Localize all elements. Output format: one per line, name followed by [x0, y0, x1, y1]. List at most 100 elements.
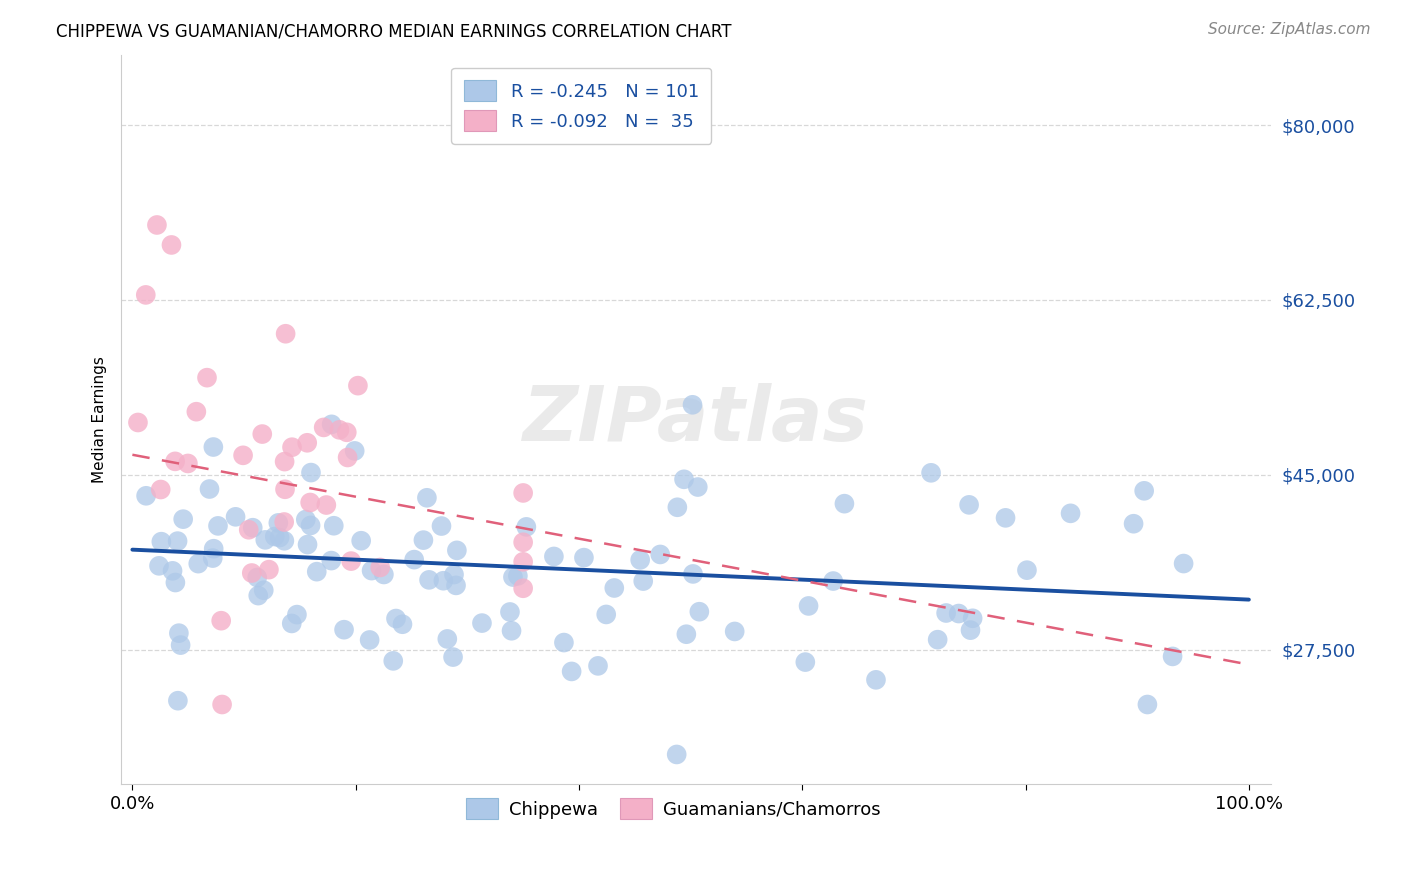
- Point: [797, 599, 820, 613]
- Point: [273, 454, 295, 468]
- Point: [412, 533, 434, 548]
- Point: [312, 420, 335, 434]
- Point: [297, 435, 319, 450]
- Point: [343, 443, 366, 458]
- Point: [252, 427, 274, 442]
- Point: [315, 498, 337, 512]
- Point: [207, 519, 229, 533]
- Point: [927, 632, 949, 647]
- Point: [628, 553, 651, 567]
- Point: [238, 523, 260, 537]
- Point: [146, 218, 169, 232]
- Point: [512, 486, 534, 500]
- Point: [1122, 516, 1144, 531]
- Point: [382, 654, 405, 668]
- Point: [328, 423, 350, 437]
- Point: [232, 448, 254, 462]
- Point: [561, 665, 583, 679]
- Point: [1161, 649, 1184, 664]
- Point: [281, 440, 304, 454]
- Point: [336, 450, 359, 465]
- Point: [665, 747, 688, 762]
- Point: [273, 515, 295, 529]
- Point: [274, 483, 297, 497]
- Point: [172, 512, 194, 526]
- Point: [650, 548, 672, 562]
- Point: [165, 454, 187, 468]
- Point: [444, 578, 467, 592]
- Point: [1136, 698, 1159, 712]
- Point: [501, 624, 523, 638]
- Point: [242, 521, 264, 535]
- Point: [187, 557, 209, 571]
- Point: [297, 537, 319, 551]
- Point: [920, 466, 942, 480]
- Point: [1173, 557, 1195, 571]
- Point: [1015, 563, 1038, 577]
- Point: [135, 288, 157, 302]
- Point: [211, 698, 233, 712]
- Point: [285, 607, 308, 622]
- Point: [572, 550, 595, 565]
- Point: [957, 498, 980, 512]
- Point: [441, 650, 464, 665]
- Point: [169, 638, 191, 652]
- Point: [948, 607, 970, 621]
- Point: [350, 533, 373, 548]
- Point: [673, 472, 696, 486]
- Point: [499, 605, 522, 619]
- Text: ZIPatlas: ZIPatlas: [523, 383, 869, 457]
- Point: [724, 624, 747, 639]
- Point: [274, 326, 297, 341]
- Point: [240, 566, 263, 580]
- Point: [336, 425, 359, 440]
- Point: [299, 518, 322, 533]
- Point: [1059, 506, 1081, 520]
- Point: [595, 607, 617, 622]
- Point: [430, 519, 453, 533]
- Point: [167, 626, 190, 640]
- Legend: Chippewa, Guamanians/Chamorros: Chippewa, Guamanians/Chamorros: [458, 791, 889, 827]
- Point: [162, 564, 184, 578]
- Point: [586, 658, 609, 673]
- Point: [166, 534, 188, 549]
- Point: [299, 495, 322, 509]
- Point: [177, 457, 200, 471]
- Point: [512, 555, 534, 569]
- Point: [321, 417, 343, 432]
- Point: [962, 611, 984, 625]
- Point: [254, 533, 277, 547]
- Point: [603, 581, 626, 595]
- Point: [471, 616, 494, 631]
- Point: [794, 655, 817, 669]
- Point: [446, 543, 468, 558]
- Point: [347, 378, 370, 392]
- Point: [273, 533, 295, 548]
- Point: [340, 554, 363, 568]
- Point: [675, 627, 697, 641]
- Point: [543, 549, 565, 564]
- Point: [416, 491, 439, 505]
- Point: [160, 238, 183, 252]
- Point: [263, 529, 285, 543]
- Point: [404, 552, 426, 566]
- Point: [506, 569, 529, 583]
- Point: [299, 466, 322, 480]
- Point: [333, 623, 356, 637]
- Point: [1133, 483, 1156, 498]
- Point: [225, 509, 247, 524]
- Point: [257, 563, 280, 577]
- Point: [281, 616, 304, 631]
- Point: [359, 632, 381, 647]
- Point: [360, 564, 382, 578]
- Point: [247, 589, 270, 603]
- Point: [502, 570, 524, 584]
- Point: [432, 574, 454, 588]
- Point: [666, 500, 689, 515]
- Point: [994, 511, 1017, 525]
- Text: Source: ZipAtlas.com: Source: ZipAtlas.com: [1208, 22, 1371, 37]
- Point: [294, 512, 316, 526]
- Point: [148, 558, 170, 573]
- Point: [515, 520, 537, 534]
- Point: [165, 575, 187, 590]
